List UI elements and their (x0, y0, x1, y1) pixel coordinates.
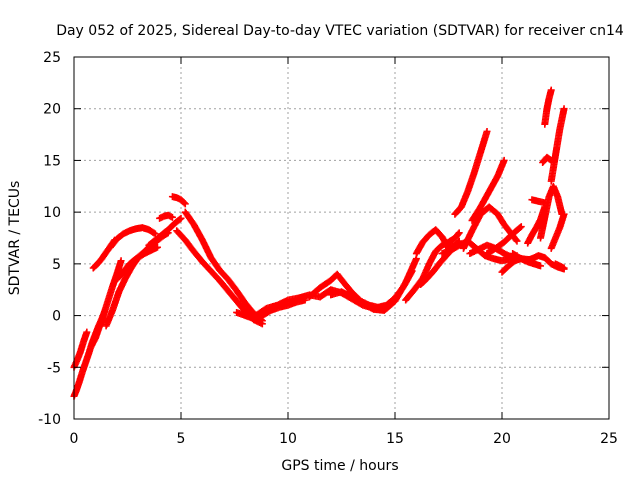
x-tick-label: 5 (177, 431, 186, 447)
y-tick-label: -10 (38, 412, 61, 428)
x-axis-ticks: 0 5 10 15 20 25 (70, 57, 618, 447)
series-arc-21 (451, 127, 491, 218)
series-arc-9 (156, 211, 176, 222)
data-point (181, 200, 189, 208)
x-axis-label: GPS time / hours (281, 458, 398, 474)
y-tick-label: 15 (43, 153, 61, 169)
data-points (70, 86, 568, 400)
series-arc-8 (145, 214, 185, 249)
x-tick-label: 0 (70, 431, 79, 447)
y-axis-ticks: -10 -5 0 5 10 15 20 25 (38, 50, 609, 428)
data-point (177, 214, 185, 222)
x-tick-label: 10 (279, 431, 297, 447)
y-tick-label: -5 (47, 360, 61, 376)
y-tick-label: 25 (43, 50, 61, 66)
series-arc-32 (541, 86, 555, 128)
y-tick-label: 5 (52, 257, 61, 273)
series-arc-10 (168, 193, 189, 208)
data-point-interp (180, 199, 188, 207)
data-point (537, 262, 545, 270)
series-arc-2 (70, 328, 91, 371)
data-point (83, 328, 91, 336)
data-point (513, 237, 521, 245)
data-point (560, 210, 568, 218)
data-point (117, 257, 125, 265)
y-axis-label: SDTVAR / TECUs (7, 181, 23, 296)
data-point (517, 223, 525, 231)
x-tick-label: 25 (600, 431, 618, 447)
series-arc-30 (537, 182, 566, 242)
data-point (153, 243, 161, 251)
data-point (560, 105, 568, 113)
y-tick-label: 20 (43, 102, 61, 118)
data-point-interp (150, 229, 158, 237)
data-point (547, 86, 555, 94)
series-arc-35 (552, 260, 568, 272)
data-point-interp (454, 230, 462, 238)
data-point-interp (516, 224, 524, 232)
data-point (560, 264, 568, 272)
data-point (168, 213, 176, 221)
series-arc-23 (468, 156, 508, 224)
y-tick-label: 0 (52, 309, 61, 325)
data-point (483, 127, 491, 135)
series-arc-34 (547, 210, 568, 252)
data-point (151, 230, 159, 238)
y-tick-label: 10 (43, 205, 61, 221)
data-point-interp (176, 215, 184, 223)
x-tick-label: 15 (386, 431, 404, 447)
x-tick-label: 20 (493, 431, 511, 447)
series-arc-6 (106, 224, 159, 251)
series-arc-33 (547, 105, 568, 185)
chart-title: Day 052 of 2025, Sidereal Day-to-day VTE… (56, 23, 624, 39)
grid-lines (74, 57, 609, 419)
data-point-interp (512, 236, 520, 244)
series-arc-25 (483, 223, 525, 258)
data-point (455, 229, 463, 237)
data-point (500, 156, 508, 164)
plot-frame (73, 56, 610, 420)
series-arc-16 (327, 255, 420, 314)
series-arc-29 (528, 196, 549, 207)
series-arc-22 (459, 203, 521, 252)
